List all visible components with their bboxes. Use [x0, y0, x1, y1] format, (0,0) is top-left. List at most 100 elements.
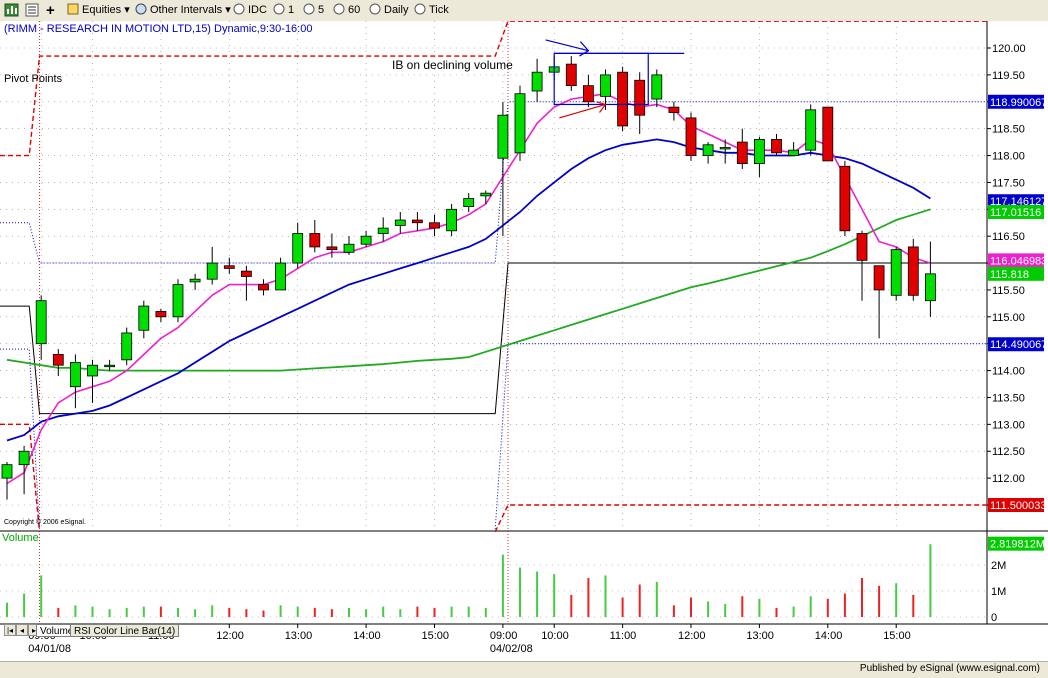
price-tag-label: 114.490067	[990, 339, 1047, 351]
candle-down	[565, 63, 577, 87]
candle-down	[873, 265, 885, 291]
price-tag-label: 115.818	[990, 269, 1029, 281]
price-tag-label: 118.990067	[990, 97, 1047, 109]
candle-up	[446, 208, 458, 232]
toolbar: + Equities ▾ Other Intervals ▾ IDC 1 5 6…	[0, 0, 1048, 22]
candle-up	[138, 305, 150, 331]
candle-down	[771, 139, 782, 154]
volume-tag-label: 2.819812M	[990, 539, 1045, 551]
candle-up	[18, 450, 30, 466]
interval-5-button[interactable]: 5	[318, 4, 325, 16]
daily-button[interactable]: Daily	[384, 4, 409, 16]
price-tag	[988, 94, 1044, 109]
price-tag	[988, 498, 1044, 512]
candle-down	[839, 165, 851, 232]
idc-button[interactable]: IDC	[248, 4, 267, 16]
candle-down	[634, 79, 646, 116]
blue-arrow-icon	[545, 39, 589, 52]
interval-1-icon	[273, 3, 285, 18]
candle-down	[617, 71, 628, 127]
y-tick-label: 115.50	[992, 285, 1025, 297]
candle-up	[121, 332, 133, 361]
interval-60-icon	[333, 3, 345, 18]
candle-up	[360, 235, 372, 245]
y-tick-label: 115.00	[992, 312, 1025, 324]
candle-up	[514, 93, 526, 154]
scroll-first-icon[interactable]: |◂	[4, 624, 16, 636]
price-tag-label: 116.046983	[990, 255, 1047, 267]
candle-down	[685, 117, 697, 156]
candle-down	[429, 222, 440, 229]
pivot-support-line	[494, 504, 987, 533]
equities-menu[interactable]: Equities ▾	[82, 4, 130, 16]
price-chart[interactable]: 120.00119.50119.00118.50118.00117.50117.…	[0, 21, 1048, 661]
candle-down	[155, 311, 167, 318]
x-tick-label: 10:00	[541, 630, 569, 642]
candle-up	[206, 262, 218, 280]
intervals-icon	[135, 3, 147, 18]
tab-volume[interactable]: Volume	[36, 624, 78, 637]
candle-down	[668, 106, 680, 113]
x-tick-label: 14:00	[353, 630, 381, 642]
price-tag-label: 117.01516	[990, 207, 1041, 219]
candle-up	[788, 149, 799, 156]
volume-title: Volume	[2, 532, 39, 544]
tab-rsi-color-line-bar[interactable]: RSI Color Line Bar(14)	[70, 624, 180, 637]
other-intervals-menu[interactable]: Other Intervals ▾	[150, 4, 231, 16]
candle-down	[822, 106, 834, 162]
candle-down	[736, 141, 748, 164]
add-icon[interactable]: +	[46, 2, 55, 19]
volume-tag	[988, 536, 1044, 551]
ma-slow-line	[6, 208, 931, 372]
y-tick-label: 112.50	[992, 446, 1025, 458]
y-tick-label: 118.00	[992, 151, 1025, 163]
price-tag	[988, 194, 1044, 209]
y-tick-label: 113.50	[992, 392, 1025, 404]
candle-down	[411, 219, 423, 224]
candle-up	[463, 198, 475, 208]
price-tag	[988, 266, 1044, 281]
copyright-text: Copyright © 2006 eSignal.	[4, 518, 86, 526]
properties-icon[interactable]	[25, 3, 39, 18]
candle-down	[52, 354, 64, 366]
candle-up	[275, 262, 287, 291]
candle-up	[531, 71, 543, 92]
price-axis-background	[987, 21, 1048, 624]
price-tag	[988, 253, 1044, 268]
candle-up	[35, 300, 47, 345]
candle-down	[856, 233, 868, 261]
idc-icon	[233, 3, 245, 18]
daily-icon	[369, 3, 381, 18]
candle-up	[172, 284, 184, 318]
x-tick-label: 12:00	[678, 630, 706, 642]
app-icon[interactable]	[4, 3, 19, 18]
tick-button[interactable]: Tick	[429, 4, 449, 16]
candle-up	[754, 139, 765, 164]
x-tick-label: 09:00	[490, 630, 518, 642]
interval-1-button[interactable]: 1	[288, 4, 295, 16]
tick-icon	[414, 3, 426, 18]
interval-60-button[interactable]: 60	[348, 4, 361, 16]
equities-icon	[67, 3, 79, 18]
y-tick-label: 120.00	[992, 43, 1026, 55]
y-tick-label: 113.00	[992, 419, 1025, 431]
candle-up	[651, 74, 663, 100]
chart-title: (RIMM - RESEARCH IN MOTION LTD,15) Dynam…	[4, 23, 312, 35]
x-tick-label: 15:00	[422, 630, 450, 642]
candle-down	[907, 246, 919, 296]
candle-down	[258, 284, 269, 291]
candle-up	[104, 364, 115, 368]
candle-up	[805, 109, 817, 151]
x-tick-label: 12:00	[216, 630, 244, 642]
scroll-left-icon[interactable]: ◂	[16, 624, 28, 636]
interval-5-icon	[303, 3, 315, 18]
blue-arrowhead-icon	[579, 41, 590, 57]
candle-up	[925, 273, 936, 302]
candle-down	[326, 246, 338, 251]
y-tick-label: 116.50	[992, 231, 1025, 243]
candle-down	[309, 233, 321, 248]
x-tick-label: 14:00	[815, 630, 843, 642]
x-date-label: 04/02/08	[490, 643, 533, 655]
x-tick-label: 11:00	[610, 630, 637, 642]
annotation-text: IB on declining volume	[392, 58, 513, 72]
